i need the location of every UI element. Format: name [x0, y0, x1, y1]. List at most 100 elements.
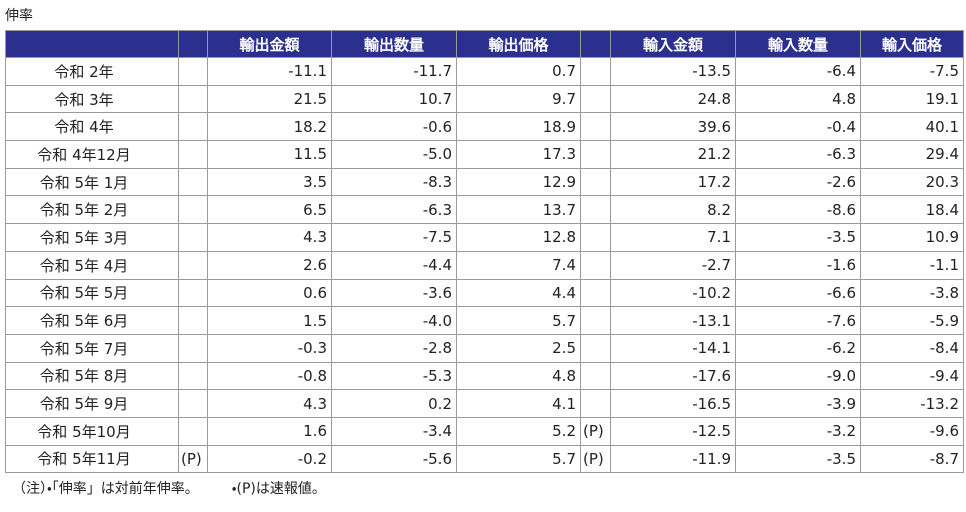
table-body: 令和 2年 -11.1 -11.7 0.7 -13.5 -6.4 -7.5 令和 3年 21.5…	[5, 57, 964, 474]
value-cell: 0.7	[456, 57, 581, 86]
row-label: 令和 2年	[5, 57, 179, 86]
value-cell: 5.7	[456, 444, 581, 474]
row-label: 令和 5年 7月	[5, 333, 179, 363]
mark-cell	[178, 84, 208, 114]
header-cell	[178, 30, 208, 58]
mark-cell: (P)	[178, 444, 208, 474]
mark-cell: (P)	[580, 416, 611, 446]
value-cell: -14.1	[610, 333, 736, 363]
row-label: 令和 5年 3月	[5, 223, 179, 252]
header-cell	[5, 30, 179, 58]
value-cell: 5.7	[456, 306, 581, 335]
value-cell: 18.9	[456, 112, 581, 142]
mark-cell	[178, 306, 208, 335]
value-cell: -0.3	[207, 333, 332, 363]
value-cell: -3.6	[331, 278, 457, 308]
value-cell: -8.7	[860, 444, 964, 474]
header-cell: 輸入金額	[610, 30, 736, 58]
value-cell: -11.7	[331, 57, 457, 86]
header-cell: 輸出金額	[207, 30, 332, 58]
table-row: 令和 5年11月 (P) -0.2 -5.6 5.7 (P) -11.9 -3.5 -8.7	[5, 444, 964, 474]
table-row: 令和 5年 6月 1.5 -4.0 5.7 -13.1 -7.6 -5.9	[5, 306, 964, 335]
mark-cell: (P)	[580, 444, 611, 474]
rates-table: 輸出金額 輸出数量 輸出価格 輸入金額 輸入数量 輸入価格 令和 2年 -11.1 -11.7…	[5, 30, 964, 474]
row-label: 令和 5年 9月	[5, 389, 179, 418]
header-cell: 輸入価格	[860, 30, 964, 58]
mark-cell	[178, 278, 208, 308]
mark-cell	[178, 112, 208, 142]
value-cell: 4.1	[456, 389, 581, 418]
value-cell: 19.1	[860, 84, 964, 114]
mark-cell	[580, 223, 611, 252]
value-cell: 21.5	[207, 84, 332, 114]
mark-cell	[580, 195, 611, 225]
note: （注）・「伸率」は対前年伸率。 ・(P)は速報値。	[12, 478, 326, 498]
row-label: 令和 5年 2月	[5, 195, 179, 225]
table-row: 令和 5年 2月 6.5 -6.3 13.7 8.2 -8.6 18.4	[5, 195, 964, 225]
value-cell: -3.2	[735, 416, 861, 446]
value-cell: -8.6	[735, 195, 861, 225]
value-cell: -7.5	[860, 57, 964, 86]
value-cell: -4.4	[331, 250, 457, 280]
header-row: 輸出金額 輸出数量 輸出価格 輸入金額 輸入数量 輸入価格	[5, 30, 964, 58]
value-cell: 0.6	[207, 278, 332, 308]
mark-cell	[178, 389, 208, 418]
value-cell: -2.7	[610, 250, 736, 280]
value-cell: 13.7	[456, 195, 581, 225]
value-cell: -3.9	[735, 389, 861, 418]
value-cell: 4.4	[456, 278, 581, 308]
header-cell: 輸入数量	[735, 30, 861, 58]
header-cell: 輸出価格	[456, 30, 581, 58]
value-cell: -0.6	[331, 112, 457, 142]
value-cell: -0.8	[207, 361, 332, 391]
value-cell: 4.3	[207, 223, 332, 252]
header-cell: 輸出数量	[331, 30, 457, 58]
value-cell: -4.0	[331, 306, 457, 335]
value-cell: -3.5	[735, 444, 861, 474]
row-label: 令和 5年 6月	[5, 306, 179, 335]
value-cell: -1.6	[735, 250, 861, 280]
mark-cell	[580, 167, 611, 197]
value-cell: 4.3	[207, 389, 332, 418]
table-row: 令和 2年 -11.1 -11.7 0.7 -13.5 -6.4 -7.5	[5, 57, 964, 86]
table-row: 令和 5年 1月 3.5 -8.3 12.9 17.2 -2.6 20.3	[5, 167, 964, 197]
value-cell: -16.5	[610, 389, 736, 418]
value-cell: 18.4	[860, 195, 964, 225]
value-cell: 17.2	[610, 167, 736, 197]
table-row: 令和 5年 3月 4.3 -7.5 12.8 7.1 -3.5 10.9	[5, 223, 964, 252]
row-label: 令和 3年	[5, 84, 179, 114]
table-row: 令和 5年10月 1.6 -3.4 5.2 (P) -12.5 -3.2 -9.6	[5, 416, 964, 446]
value-cell: -2.8	[331, 333, 457, 363]
mark-cell	[178, 223, 208, 252]
mark-cell	[178, 361, 208, 391]
table-row: 令和 3年 21.5 10.7 9.7 24.8 4.8 19.1	[5, 84, 964, 114]
value-cell: 2.6	[207, 250, 332, 280]
table-row: 令和 5年 7月 -0.3 -2.8 2.5 -14.1 -6.2 -8.4	[5, 333, 964, 363]
value-cell: -8.3	[331, 167, 457, 197]
value-cell: 7.1	[610, 223, 736, 252]
value-cell: 1.5	[207, 306, 332, 335]
value-cell: 6.5	[207, 195, 332, 225]
table-row: 令和 5年 8月 -0.8 -5.3 4.8 -17.6 -9.0 -9.4	[5, 361, 964, 391]
value-cell: 39.6	[610, 112, 736, 142]
value-cell: -0.4	[735, 112, 861, 142]
row-label: 令和 4年	[5, 112, 179, 142]
table-row: 令和 5年 9月 4.3 0.2 4.1 -16.5 -3.9 -13.2	[5, 389, 964, 418]
value-cell: 12.9	[456, 167, 581, 197]
value-cell: -10.2	[610, 278, 736, 308]
row-label: 令和 5年10月	[5, 416, 179, 446]
mark-cell	[580, 306, 611, 335]
value-cell: 0.2	[331, 389, 457, 418]
value-cell: -13.5	[610, 57, 736, 86]
value-cell: 9.7	[456, 84, 581, 114]
row-label: 令和 5年11月	[5, 444, 179, 474]
value-cell: -6.3	[735, 140, 861, 169]
value-cell: -1.1	[860, 250, 964, 280]
value-cell: -8.4	[860, 333, 964, 363]
row-label: 令和 5年 4月	[5, 250, 179, 280]
value-cell: -9.6	[860, 416, 964, 446]
value-cell: -12.5	[610, 416, 736, 446]
value-cell: -3.8	[860, 278, 964, 308]
row-label: 令和 5年 5月	[5, 278, 179, 308]
